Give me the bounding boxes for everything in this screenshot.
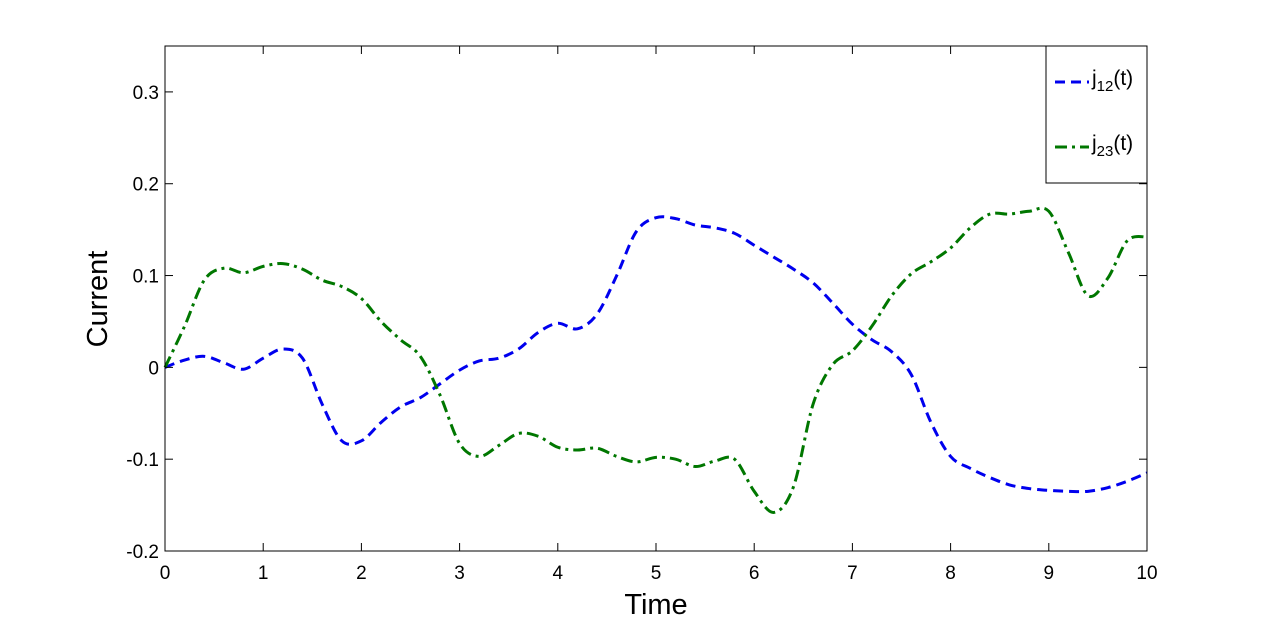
- ticks-layer: 0 1 2 3 4 5 6 7 8 9 10-0.2-0.100.10.20.3: [126, 46, 1158, 584]
- x-tick-label: 0: [160, 563, 171, 584]
- series-layer: [163, 206, 1148, 514]
- x-tick-label: 5: [651, 563, 662, 584]
- x-tick-label: 4: [553, 563, 564, 584]
- x-axis-title: Time: [624, 589, 687, 619]
- y-tick-label: -0.1: [126, 450, 159, 471]
- x-tick-label: 2: [356, 563, 367, 584]
- x-tick-label: 8: [945, 563, 956, 584]
- legend-label-j23: j23(t): [1091, 132, 1133, 160]
- y-tick-label: 0.2: [133, 175, 159, 196]
- legend-label-j12-main: j: [1091, 67, 1097, 90]
- x-tick-label: 10: [1136, 563, 1157, 584]
- series-line-j23: [163, 206, 1148, 514]
- plot-frame: [164, 45, 1148, 552]
- legend-label-j23-suffix: (t): [1113, 132, 1133, 155]
- x-tick-label: 1: [258, 563, 269, 584]
- x-tick-label: 6: [749, 563, 760, 584]
- x-tick-label: 3: [454, 563, 465, 584]
- y-tick-label: -0.2: [126, 542, 159, 563]
- series-line-j12: [164, 215, 1148, 494]
- legend-label-j12-sub: 12: [1097, 78, 1114, 95]
- legend-box: [1045, 45, 1148, 184]
- legend: j12(t) j23(t): [1045, 45, 1148, 184]
- y-tick-label: 0.1: [133, 267, 159, 288]
- y-tick-label: 0: [148, 358, 159, 379]
- y-tick-label: 0.3: [133, 83, 159, 104]
- legend-label-j23-sub: 23: [1097, 143, 1114, 160]
- x-tick-label: 7: [847, 563, 858, 584]
- legend-label-j12-suffix: (t): [1113, 67, 1133, 90]
- y-axis-title: Current: [82, 251, 114, 348]
- plot-area: [165, 46, 1147, 551]
- x-tick-label: 9: [1044, 563, 1055, 584]
- legend-label-j12: j12(t): [1091, 67, 1133, 95]
- legend-label-j23-main: j: [1091, 132, 1097, 155]
